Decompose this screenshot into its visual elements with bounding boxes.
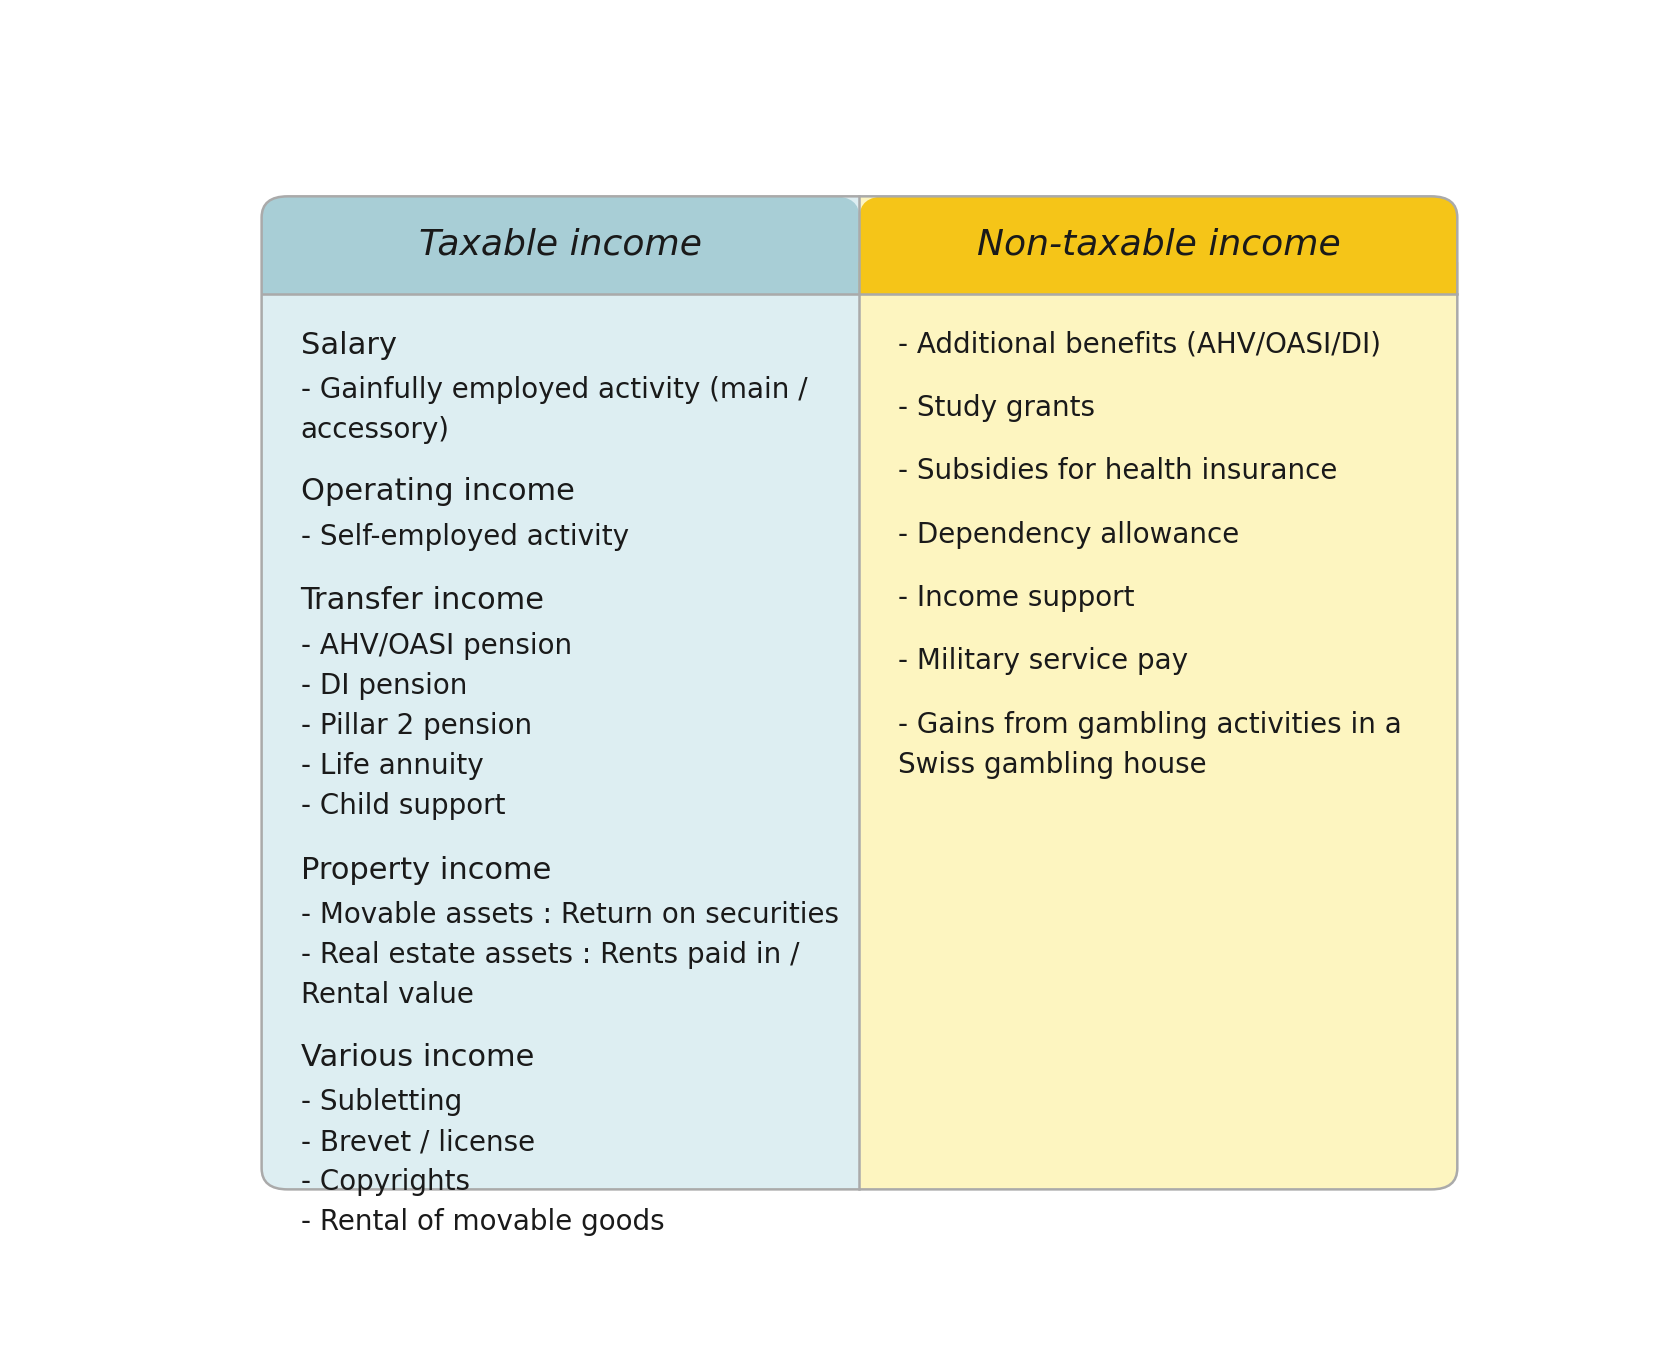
Text: Property income: Property income — [300, 856, 552, 885]
Text: - Dependency allowance: - Dependency allowance — [899, 520, 1239, 549]
Text: - Gainfully employed activity (main /: - Gainfully employed activity (main / — [300, 376, 807, 403]
Text: Operating income: Operating income — [300, 477, 575, 506]
Text: - Pillar 2 pension: - Pillar 2 pension — [300, 712, 532, 740]
Text: - Child support: - Child support — [300, 792, 505, 820]
Text: Non-taxable income: Non-taxable income — [976, 228, 1340, 262]
Text: - Real estate assets : Rents paid in /: - Real estate assets : Rents paid in / — [300, 941, 800, 969]
Text: - Life annuity: - Life annuity — [300, 752, 483, 781]
Text: - DI pension: - DI pension — [300, 672, 466, 700]
Text: - Subsidies for health insurance: - Subsidies for health insurance — [899, 457, 1338, 486]
FancyBboxPatch shape — [262, 196, 859, 294]
Text: - Gains from gambling activities in a: - Gains from gambling activities in a — [899, 711, 1402, 738]
Text: Taxable income: Taxable income — [419, 228, 703, 262]
Text: Transfer income: Transfer income — [300, 586, 545, 615]
FancyBboxPatch shape — [262, 196, 1457, 1190]
Text: - Self-employed activity: - Self-employed activity — [300, 523, 629, 550]
FancyBboxPatch shape — [859, 196, 1457, 1190]
Text: accessory): accessory) — [300, 416, 449, 445]
Text: - Military service pay: - Military service pay — [899, 648, 1189, 675]
Text: - Brevet / license: - Brevet / license — [300, 1128, 535, 1157]
Text: - AHV/OASI pension: - AHV/OASI pension — [300, 631, 572, 660]
Text: - Rental of movable goods: - Rental of movable goods — [300, 1209, 664, 1236]
Text: - Movable assets : Return on securities: - Movable assets : Return on securities — [300, 901, 838, 929]
FancyBboxPatch shape — [859, 196, 1457, 294]
FancyBboxPatch shape — [262, 196, 859, 1190]
Text: - Copyrights: - Copyrights — [300, 1169, 470, 1196]
Text: Salary: Salary — [300, 331, 396, 359]
Text: - Income support: - Income support — [899, 584, 1135, 612]
Text: - Additional benefits (AHV/OASI/DI): - Additional benefits (AHV/OASI/DI) — [899, 331, 1382, 358]
Text: Swiss gambling house: Swiss gambling house — [899, 750, 1207, 779]
Text: Various income: Various income — [300, 1043, 533, 1072]
Text: - Subletting: - Subletting — [300, 1088, 461, 1115]
Text: Rental value: Rental value — [300, 981, 473, 1010]
Text: - Study grants: - Study grants — [899, 394, 1095, 421]
